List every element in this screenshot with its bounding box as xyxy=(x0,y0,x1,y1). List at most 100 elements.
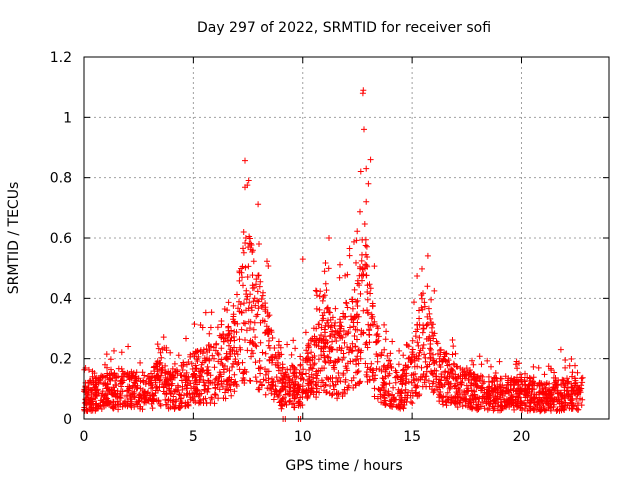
data-point xyxy=(526,388,533,395)
data-point xyxy=(559,392,566,399)
data-point xyxy=(451,361,458,368)
data-point xyxy=(303,355,310,362)
data-point xyxy=(133,369,140,376)
y-tick-labels: 0 0.2 0.4 0.6 0.8 1 1.2 xyxy=(50,50,72,428)
data-point xyxy=(402,373,409,379)
data-point xyxy=(171,405,178,412)
data-point xyxy=(442,368,449,375)
data-point xyxy=(387,361,394,367)
data-point xyxy=(434,340,441,347)
data-point xyxy=(266,385,273,392)
data-point xyxy=(434,386,441,393)
data-point xyxy=(332,319,339,326)
data-point xyxy=(490,407,497,414)
data-point xyxy=(353,369,359,376)
data-point xyxy=(369,373,376,380)
data-point xyxy=(326,235,332,241)
data-point xyxy=(163,344,170,351)
data-point xyxy=(119,368,126,375)
data-point xyxy=(264,368,270,375)
data-points xyxy=(81,87,586,422)
data-point xyxy=(578,375,585,382)
data-point xyxy=(513,393,520,400)
data-point xyxy=(423,322,430,329)
data-point xyxy=(533,391,540,398)
data-point xyxy=(290,337,297,344)
data-point xyxy=(361,221,368,227)
data-point xyxy=(448,370,455,377)
data-point xyxy=(344,344,351,350)
data-point xyxy=(196,379,203,386)
data-point xyxy=(405,389,412,396)
data-point xyxy=(550,374,557,381)
data-point xyxy=(299,371,306,378)
data-point xyxy=(469,392,476,399)
data-point xyxy=(318,332,325,338)
data-point xyxy=(312,287,319,294)
data-point xyxy=(548,367,555,374)
data-point xyxy=(204,389,211,395)
data-point xyxy=(562,357,569,363)
data-point xyxy=(491,400,497,407)
data-point xyxy=(191,353,198,360)
data-point xyxy=(556,398,563,405)
data-point xyxy=(426,361,433,368)
data-point xyxy=(312,381,319,388)
data-point xyxy=(233,348,240,355)
data-point xyxy=(284,341,291,348)
data-point xyxy=(484,406,491,413)
data-point xyxy=(362,236,369,243)
data-point xyxy=(357,355,364,362)
data-point xyxy=(378,349,385,356)
data-point xyxy=(277,398,284,405)
data-point xyxy=(514,365,521,372)
data-point xyxy=(397,401,404,408)
data-point xyxy=(243,369,250,375)
data-point xyxy=(231,388,238,395)
data-point xyxy=(518,399,525,406)
data-point xyxy=(227,346,234,353)
data-point xyxy=(436,362,443,368)
data-point xyxy=(530,363,537,370)
data-point xyxy=(374,331,381,337)
data-point xyxy=(364,289,371,295)
data-point xyxy=(374,323,380,330)
data-point xyxy=(108,366,114,373)
data-point xyxy=(317,367,324,374)
data-point xyxy=(307,336,314,343)
data-point xyxy=(409,337,416,344)
data-point xyxy=(463,365,470,372)
data-point xyxy=(467,382,474,389)
data-point xyxy=(224,307,231,314)
data-point xyxy=(310,325,317,332)
data-point xyxy=(223,355,230,362)
data-point xyxy=(427,355,434,362)
data-point xyxy=(162,369,169,376)
data-point xyxy=(268,381,275,388)
data-point xyxy=(305,343,312,350)
data-point xyxy=(290,370,297,377)
data-point xyxy=(381,362,388,369)
data-point xyxy=(476,353,483,360)
data-point xyxy=(323,287,330,294)
data-point xyxy=(155,397,162,404)
data-point xyxy=(387,400,394,407)
data-point xyxy=(85,384,92,391)
data-point xyxy=(206,356,213,363)
data-point xyxy=(160,388,167,395)
data-point xyxy=(554,382,561,389)
data-point xyxy=(468,369,474,376)
data-point xyxy=(362,261,369,268)
data-point xyxy=(547,395,554,402)
data-point xyxy=(219,383,226,390)
data-point xyxy=(216,386,223,393)
data-point xyxy=(135,375,142,382)
data-point xyxy=(178,403,185,410)
data-point xyxy=(275,378,281,385)
data-point xyxy=(339,357,346,363)
data-point xyxy=(547,406,554,412)
data-point xyxy=(246,339,253,346)
data-point xyxy=(419,383,426,390)
data-point xyxy=(197,397,204,404)
data-point xyxy=(207,372,214,379)
